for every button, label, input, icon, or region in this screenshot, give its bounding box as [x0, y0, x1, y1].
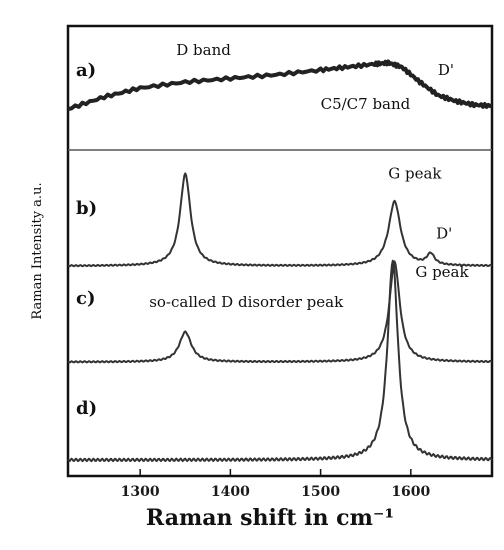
- panel-label: a): [76, 60, 96, 81]
- annotation: D': [438, 61, 454, 79]
- panel-label: d): [76, 398, 97, 419]
- trace-b: [67, 172, 493, 268]
- panel-label: b): [76, 198, 97, 219]
- trace-d: [67, 259, 493, 463]
- x-tick-label: 1500: [301, 484, 340, 500]
- annotation: D band: [176, 41, 231, 59]
- x-axis-title: Raman shift in cm⁻¹: [146, 505, 394, 531]
- panel-label: c): [76, 288, 95, 309]
- y-axis-title: Raman Intensity a.u.: [30, 182, 45, 319]
- x-ticks: 1300 1400 1500 1600: [121, 469, 431, 500]
- annotation: G peak: [415, 263, 469, 281]
- panel-labels: a) b) c) d): [76, 60, 97, 419]
- x-tick-label: 1600: [391, 484, 430, 500]
- traces: [67, 59, 493, 463]
- trace-a: [67, 59, 493, 111]
- annotation: so-called D disorder peak: [149, 293, 344, 311]
- annotation: D': [436, 224, 452, 242]
- x-tick-label: 1300: [121, 484, 160, 500]
- plot-frame: [66, 24, 494, 478]
- trace-c: [67, 260, 493, 364]
- annotation: G peak: [388, 165, 442, 183]
- annotations: D band C5/C7 band D' G peak D' so-called D di…: [149, 41, 469, 311]
- annotation: C5/C7 band: [321, 95, 411, 113]
- x-tick-label: 1400: [211, 484, 250, 500]
